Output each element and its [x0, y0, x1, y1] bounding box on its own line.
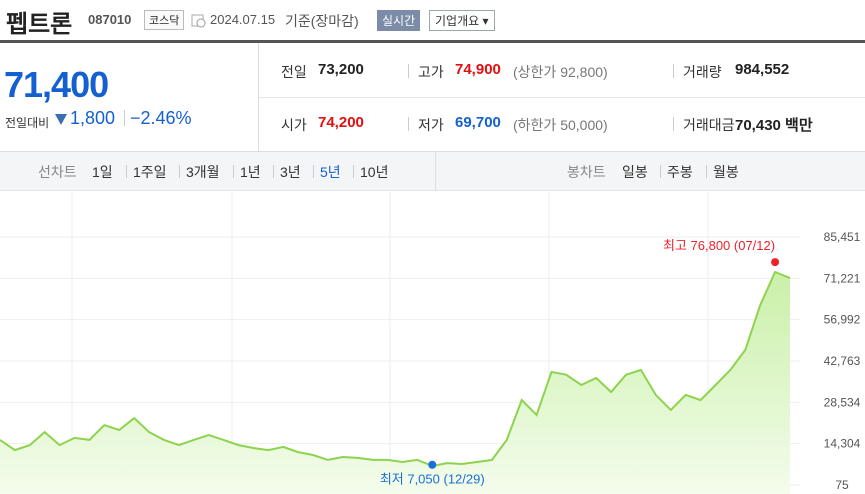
clock-icon	[191, 14, 206, 28]
tab-divider	[660, 165, 661, 178]
header-rule	[0, 40, 865, 43]
info-value: 69,700	[455, 114, 501, 131]
candle-tab[interactable]: 주봉	[667, 164, 693, 180]
extreme-dot	[771, 258, 780, 267]
tab-divider	[313, 165, 314, 178]
change-label: 전일대비	[5, 116, 50, 130]
info-value: 73,200	[318, 61, 364, 78]
info-divider	[673, 64, 674, 78]
info-divider	[408, 64, 409, 78]
date: 2024.07.15	[210, 12, 276, 27]
annotation: 최저 7,050 (12/29)	[380, 472, 485, 487]
change-rate: −2.46%	[130, 108, 192, 128]
info-label: 거래대금	[683, 117, 735, 133]
y-tick-label: 56,992	[824, 313, 861, 327]
info-value: 74,900	[455, 61, 501, 78]
row-divider	[259, 97, 865, 98]
chart: 75 14,304 28,534 42,763 56,992 71,221 85,451 최고…	[0, 192, 861, 494]
stock-code: 087010	[88, 12, 132, 27]
stock-name: 펩트론	[6, 11, 73, 38]
y-tick-label: 75	[835, 478, 849, 492]
info-value: 74,200	[318, 114, 364, 131]
info-label: 시가	[281, 117, 307, 133]
line	[0, 270, 791, 468]
tab-divider	[273, 165, 274, 178]
market-badge: 코스닥	[144, 10, 185, 30]
change: 1,800	[70, 108, 116, 128]
candle-tab[interactable]: 일봉	[622, 164, 648, 180]
y-tick-label: 42,763	[824, 354, 861, 368]
tab-divider	[126, 165, 127, 178]
info-divider	[408, 117, 409, 131]
info-label: 고가	[418, 64, 444, 80]
price-box	[0, 43, 259, 152]
down-arrow	[55, 114, 67, 125]
period-tab[interactable]: 3년	[280, 164, 301, 180]
period-tab[interactable]: 1일	[92, 164, 113, 180]
row-divider	[259, 151, 865, 152]
period-tab[interactable]: 5년	[320, 164, 341, 180]
annotation: 최고 76,800 (07/12)	[663, 238, 775, 253]
info-value: 984,552	[735, 61, 790, 78]
tab-bar	[0, 152, 865, 191]
tab-divider	[435, 152, 436, 190]
info-label: 거래량	[683, 64, 722, 80]
tab-divider	[179, 165, 180, 178]
tab-divider	[353, 165, 354, 178]
candle-tab[interactable]: 월봉	[713, 164, 739, 180]
tab-divider	[706, 165, 707, 178]
area	[0, 272, 790, 494]
period-tab[interactable]: 10년	[360, 164, 389, 180]
info-note: (상한가 92,800)	[513, 64, 608, 80]
current-price: 71,400	[4, 64, 109, 105]
period-tab[interactable]: 1년	[240, 164, 261, 180]
y-tick-label: 28,534	[824, 395, 861, 409]
tab-label: 봉차트	[567, 164, 606, 180]
period-tab[interactable]: 1주일	[133, 164, 167, 180]
basis: 기준(장마감)	[285, 13, 359, 29]
tab-divider	[233, 165, 234, 178]
period-tab[interactable]: 3개월	[186, 164, 220, 180]
info-note: (하한가 50,000)	[513, 117, 608, 133]
divider	[124, 110, 125, 126]
company-text: 기업개요	[435, 14, 480, 28]
y-tick-label: 14,304	[824, 437, 861, 451]
tab-label: 선차트	[38, 164, 77, 180]
company-button[interactable]: 기업개요 ▾	[429, 10, 495, 31]
info-label: 저가	[418, 117, 444, 133]
extreme-dot	[428, 460, 437, 469]
info-value: 70,430 백만	[735, 117, 813, 134]
realtime-button[interactable]: 실시간	[377, 10, 421, 31]
y-tick-label: 71,221	[824, 271, 861, 285]
y-tick-label: 85,451	[824, 230, 861, 244]
info-label: 전일	[281, 64, 307, 80]
info-divider	[673, 117, 674, 131]
